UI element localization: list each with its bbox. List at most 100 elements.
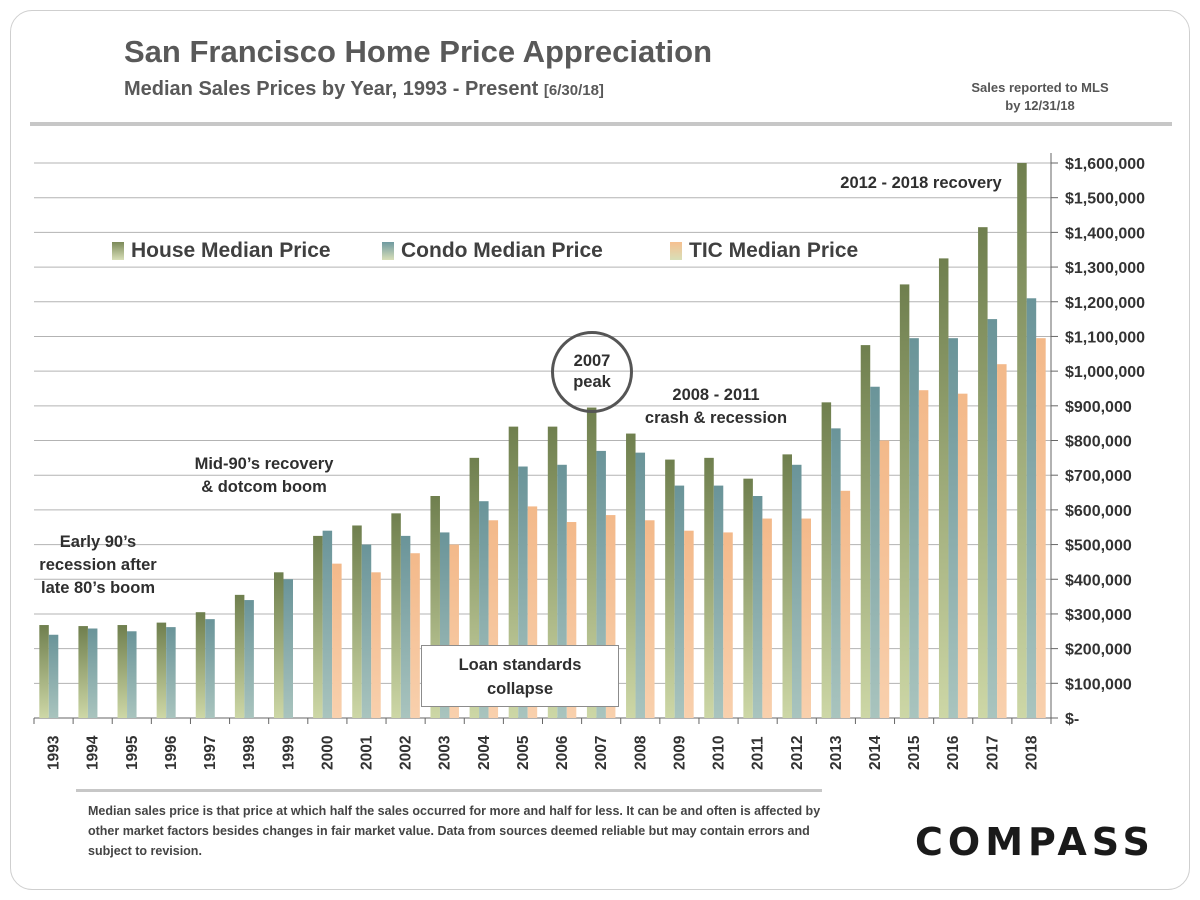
x-tick-label: 2017 [984, 736, 1001, 770]
bar-house-2007 [586, 407, 597, 718]
bar-tic-2008 [645, 520, 655, 718]
y-tick-label: $700,000 [1065, 468, 1132, 485]
bar-house-2002 [391, 513, 401, 718]
x-tick-label: 2004 [476, 735, 493, 770]
bar-tic-2018 [1036, 338, 1046, 718]
bar-house-2008 [626, 433, 636, 718]
bar-condo-2006 [557, 464, 567, 718]
y-tick-label: $- [1065, 711, 1079, 728]
bar-house-2016 [938, 258, 949, 718]
bar-tic-2003 [449, 544, 459, 718]
x-tick-label: 2012 [789, 736, 806, 770]
y-tick-label: $600,000 [1065, 503, 1132, 520]
annotation-crash-line-1: 2008 - 2011 [672, 386, 760, 404]
x-tick-label: 1994 [85, 735, 102, 770]
legend-swatch-condo [382, 242, 394, 260]
y-tick-label: $400,000 [1065, 572, 1132, 589]
annotation-crash: 2008 - 2011 crash & recession [630, 384, 802, 430]
x-tick-label: 1998 [241, 735, 258, 770]
bar-house-2003 [430, 496, 440, 718]
bar-condo-2018 [1026, 298, 1037, 718]
x-tick-label: 2010 [711, 736, 728, 770]
bar-condo-2005 [518, 466, 528, 718]
subtitle-main: Median Sales Prices by Year, 1993 - Pres… [124, 78, 539, 100]
bar-house-2004 [469, 457, 480, 718]
bar-house-1998 [234, 594, 245, 718]
bar-condo-2011 [752, 496, 763, 718]
bar-house-1996 [156, 622, 167, 718]
x-tick-label: 1996 [163, 735, 180, 770]
bar-house-2006 [547, 426, 558, 718]
x-tick-label: 1993 [46, 735, 63, 770]
chart-title: San Francisco Home Price Appreciation [124, 34, 713, 69]
footnote: Median sales price is that price at whic… [88, 804, 821, 858]
y-tick-label: $900,000 [1065, 399, 1132, 416]
bar-house-1993 [39, 625, 49, 718]
x-tick-label: 2009 [671, 735, 688, 770]
x-tick-label: 2007 [593, 736, 610, 770]
bar-tic-2001 [371, 572, 381, 718]
bar-house-2000 [313, 535, 323, 718]
x-tick-label: 2015 [906, 735, 923, 770]
x-tick-label: 1997 [202, 736, 219, 770]
bar-house-1997 [195, 612, 206, 718]
bar-tic-2009 [684, 530, 694, 718]
bar-condo-2009 [674, 485, 685, 718]
bar-house-2001 [352, 525, 362, 718]
bar-tic-2014 [879, 440, 890, 718]
bar-house-2009 [665, 459, 675, 718]
bar-condo-2010 [713, 485, 724, 718]
bar-condo-2000 [322, 530, 333, 718]
bar-condo-2007 [596, 450, 606, 718]
subtitle-asof: [6/30/18] [543, 82, 604, 99]
annotation-mid-90s: Mid-90’s recovery & dotcom boom [178, 453, 350, 499]
x-tick-label: 2005 [515, 735, 532, 770]
bar-condo-2017 [987, 319, 998, 718]
x-tick-label: 2003 [437, 735, 454, 770]
bar-condo-2001 [361, 544, 372, 718]
x-tick-label: 1999 [280, 735, 297, 770]
bar-tic-2002 [410, 553, 420, 718]
bar-condo-2003 [439, 532, 450, 718]
mls-note-line-2: by 12/31/18 [1005, 98, 1075, 113]
bar-house-2011 [743, 478, 753, 718]
bar-house-2012 [782, 454, 792, 718]
bar-house-2014 [860, 345, 871, 718]
legend-label-tic: TIC Median Price [689, 239, 859, 262]
bar-condo-1996 [166, 627, 176, 718]
y-tick-label: $300,000 [1065, 607, 1132, 624]
bar-house-2015 [899, 284, 910, 718]
y-tick-label: $1,300,000 [1065, 260, 1145, 277]
x-tick-label: 2013 [828, 735, 845, 770]
bar-condo-1995 [127, 631, 137, 718]
bar-tic-2010 [723, 532, 733, 718]
annotation-early-90s-line-1: Early 90’s [59, 533, 137, 551]
annotation-loan-line-1: Loan standards [458, 656, 582, 674]
x-tick-label: 2014 [867, 735, 884, 770]
bar-condo-2008 [635, 452, 646, 718]
bar-tic-2005 [527, 506, 538, 718]
annotation-peak-line-1: 2007 [573, 352, 611, 370]
annotation-recovery: 2012 - 2018 recovery [826, 172, 1016, 195]
bar-condo-2014 [870, 386, 880, 718]
annotation-peak-line-2: peak [573, 373, 611, 391]
chart-legend: House Median Price Condo Median Price TI… [112, 238, 872, 264]
bar-tic-2007 [605, 515, 616, 718]
bar-house-1994 [78, 626, 88, 718]
annotation-early-90s-line-3: late 80’s boom [40, 579, 155, 597]
legend-item-condo: Condo Median Price [382, 238, 603, 264]
annotation-loan-line-2: collapse [486, 680, 554, 698]
y-tick-label: $1,500,000 [1065, 191, 1145, 208]
x-tick-label: 2011 [750, 736, 767, 770]
x-tick-label: 1995 [124, 735, 141, 770]
bar-house-1995 [117, 625, 128, 718]
bar-condo-1993 [48, 634, 59, 718]
y-tick-label: $800,000 [1065, 434, 1132, 451]
y-tick-label: $500,000 [1065, 538, 1132, 555]
header-divider [30, 122, 1172, 126]
bar-condo-1999 [283, 579, 293, 718]
annotation-crash-line-2: crash & recession [644, 409, 788, 427]
annotation-mid-90s-line-1: Mid-90’s recovery [194, 455, 334, 473]
legend-label-house: House Median Price [131, 239, 331, 262]
bar-house-2018 [1017, 163, 1027, 718]
